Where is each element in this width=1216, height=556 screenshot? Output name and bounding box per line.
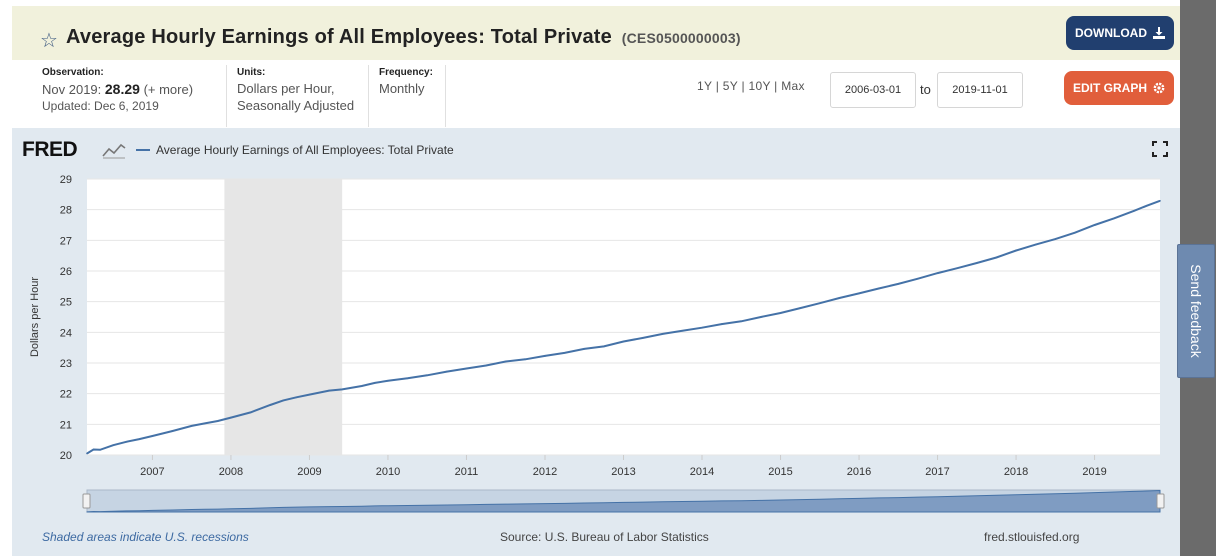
- fred-chart-icon: [101, 140, 127, 160]
- edit-graph-button[interactable]: EDIT GRAPH: [1064, 71, 1174, 105]
- observation-date: Nov 2019:: [42, 82, 102, 97]
- star-outline-icon[interactable]: ☆: [40, 30, 58, 52]
- range-links: 1Y | 5Y | 10Y | Max: [697, 79, 805, 93]
- page-edge: [0, 0, 12, 556]
- download-button[interactable]: DOWNLOAD: [1066, 16, 1174, 50]
- series-id: (CES0500000003): [621, 30, 741, 46]
- source-text: Source: U.S. Bureau of Labor Statistics: [500, 530, 709, 544]
- end-date-input[interactable]: 2019-11-01: [937, 72, 1023, 108]
- series-title: Average Hourly Earnings of All Employees…: [66, 26, 612, 48]
- observation-block: Observation: Nov 2019: 28.29 (+ more) Up…: [42, 67, 193, 115]
- download-icon: [1153, 27, 1165, 39]
- range-5y-link[interactable]: 5Y: [722, 79, 738, 93]
- edit-graph-label: EDIT GRAPH: [1072, 81, 1147, 95]
- frequency-value: Monthly: [379, 81, 425, 96]
- title-bar: ☆ Average Hourly Earnings of All Employe…: [12, 6, 1180, 60]
- range-1y-link[interactable]: 1Y: [697, 79, 713, 93]
- observation-more-link[interactable]: (+ more): [143, 82, 194, 97]
- start-date-input[interactable]: 2006-03-01: [830, 72, 916, 108]
- divider: [368, 65, 369, 127]
- site-url: fred.stlouisfed.org: [984, 530, 1080, 544]
- units-block: Units: Dollars per Hour, Seasonally Adju…: [237, 67, 354, 115]
- units-line1: Dollars per Hour,: [237, 81, 335, 96]
- divider: [226, 65, 227, 127]
- send-feedback-tab[interactable]: Send feedback: [1177, 244, 1215, 378]
- divider: [445, 65, 446, 127]
- legend-label: Average Hourly Earnings of All Employees…: [156, 143, 454, 157]
- send-feedback-label: Send feedback: [1188, 264, 1204, 358]
- to-label: to: [920, 82, 931, 97]
- frequency-label: Frequency:: [379, 67, 433, 78]
- fred-logo: FRED: [22, 138, 78, 161]
- gear-icon: [1153, 82, 1165, 94]
- fullscreen-icon[interactable]: [1152, 141, 1168, 157]
- range-10y-link[interactable]: 10Y: [748, 79, 771, 93]
- units-line2: Seasonally Adjusted: [237, 98, 355, 113]
- units-label: Units:: [237, 67, 266, 78]
- chart-legend: Average Hourly Earnings of All Employees…: [136, 143, 454, 157]
- page-title: Average Hourly Earnings of All Employees…: [66, 26, 741, 49]
- observation-label: Observation:: [42, 67, 104, 78]
- download-label: DOWNLOAD: [1075, 26, 1147, 40]
- observation-value: 28.29: [104, 81, 140, 97]
- page: ☆ Average Hourly Earnings of All Employe…: [0, 0, 1180, 556]
- chart-panel: [12, 128, 1180, 556]
- recession-note[interactable]: Shaded areas indicate U.S. recessions: [42, 530, 249, 544]
- updated-date: Updated: Dec 6, 2019: [42, 99, 159, 113]
- range-max-link[interactable]: Max: [781, 79, 805, 93]
- legend-swatch: [136, 149, 150, 151]
- frequency-block: Frequency: Monthly: [379, 67, 433, 98]
